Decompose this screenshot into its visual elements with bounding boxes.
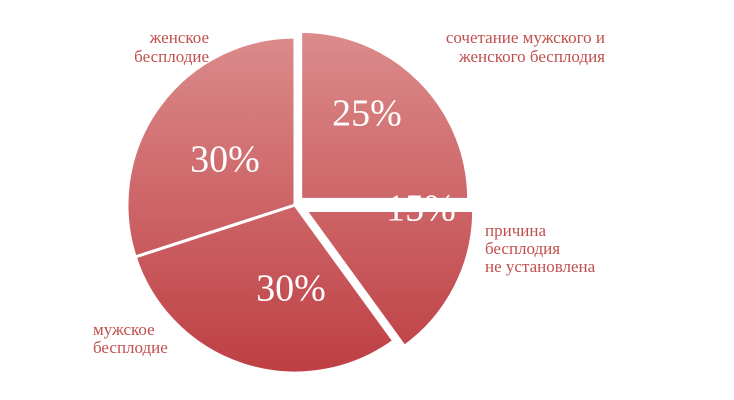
slice-percent-label: 15% [386,188,456,230]
slice-label-line: мужское [93,320,155,339]
pie-slice [304,208,476,348]
pie-slice [299,29,471,201]
slice-percent-label: 25% [332,93,402,135]
slice-percent-label: 30% [256,268,326,310]
slice-category-label: причина бесплодия не установлена [485,221,596,276]
slice-label-line: бесплодие [93,338,168,357]
slice-category-label: сочетание мужского и женского бесплодия [446,28,605,66]
slice-label-line: сочетание мужского и [446,28,605,47]
slice-percent-label: 30% [190,139,260,181]
pie-slice [125,35,297,259]
slice-category-label: мужское бесплодие [93,320,168,357]
slice-label-line: бесплодие [134,47,209,66]
slice-label-line: бесплодия [485,239,560,258]
slice-category-label: женское бесплодие [134,28,209,66]
slice-label-line: не установлена [485,257,596,276]
slice-label-line: причина [485,221,546,240]
pie-slice [133,203,396,375]
slice-label-line: женского бесплодия [458,47,605,66]
slice-label-line: женское [149,28,209,47]
